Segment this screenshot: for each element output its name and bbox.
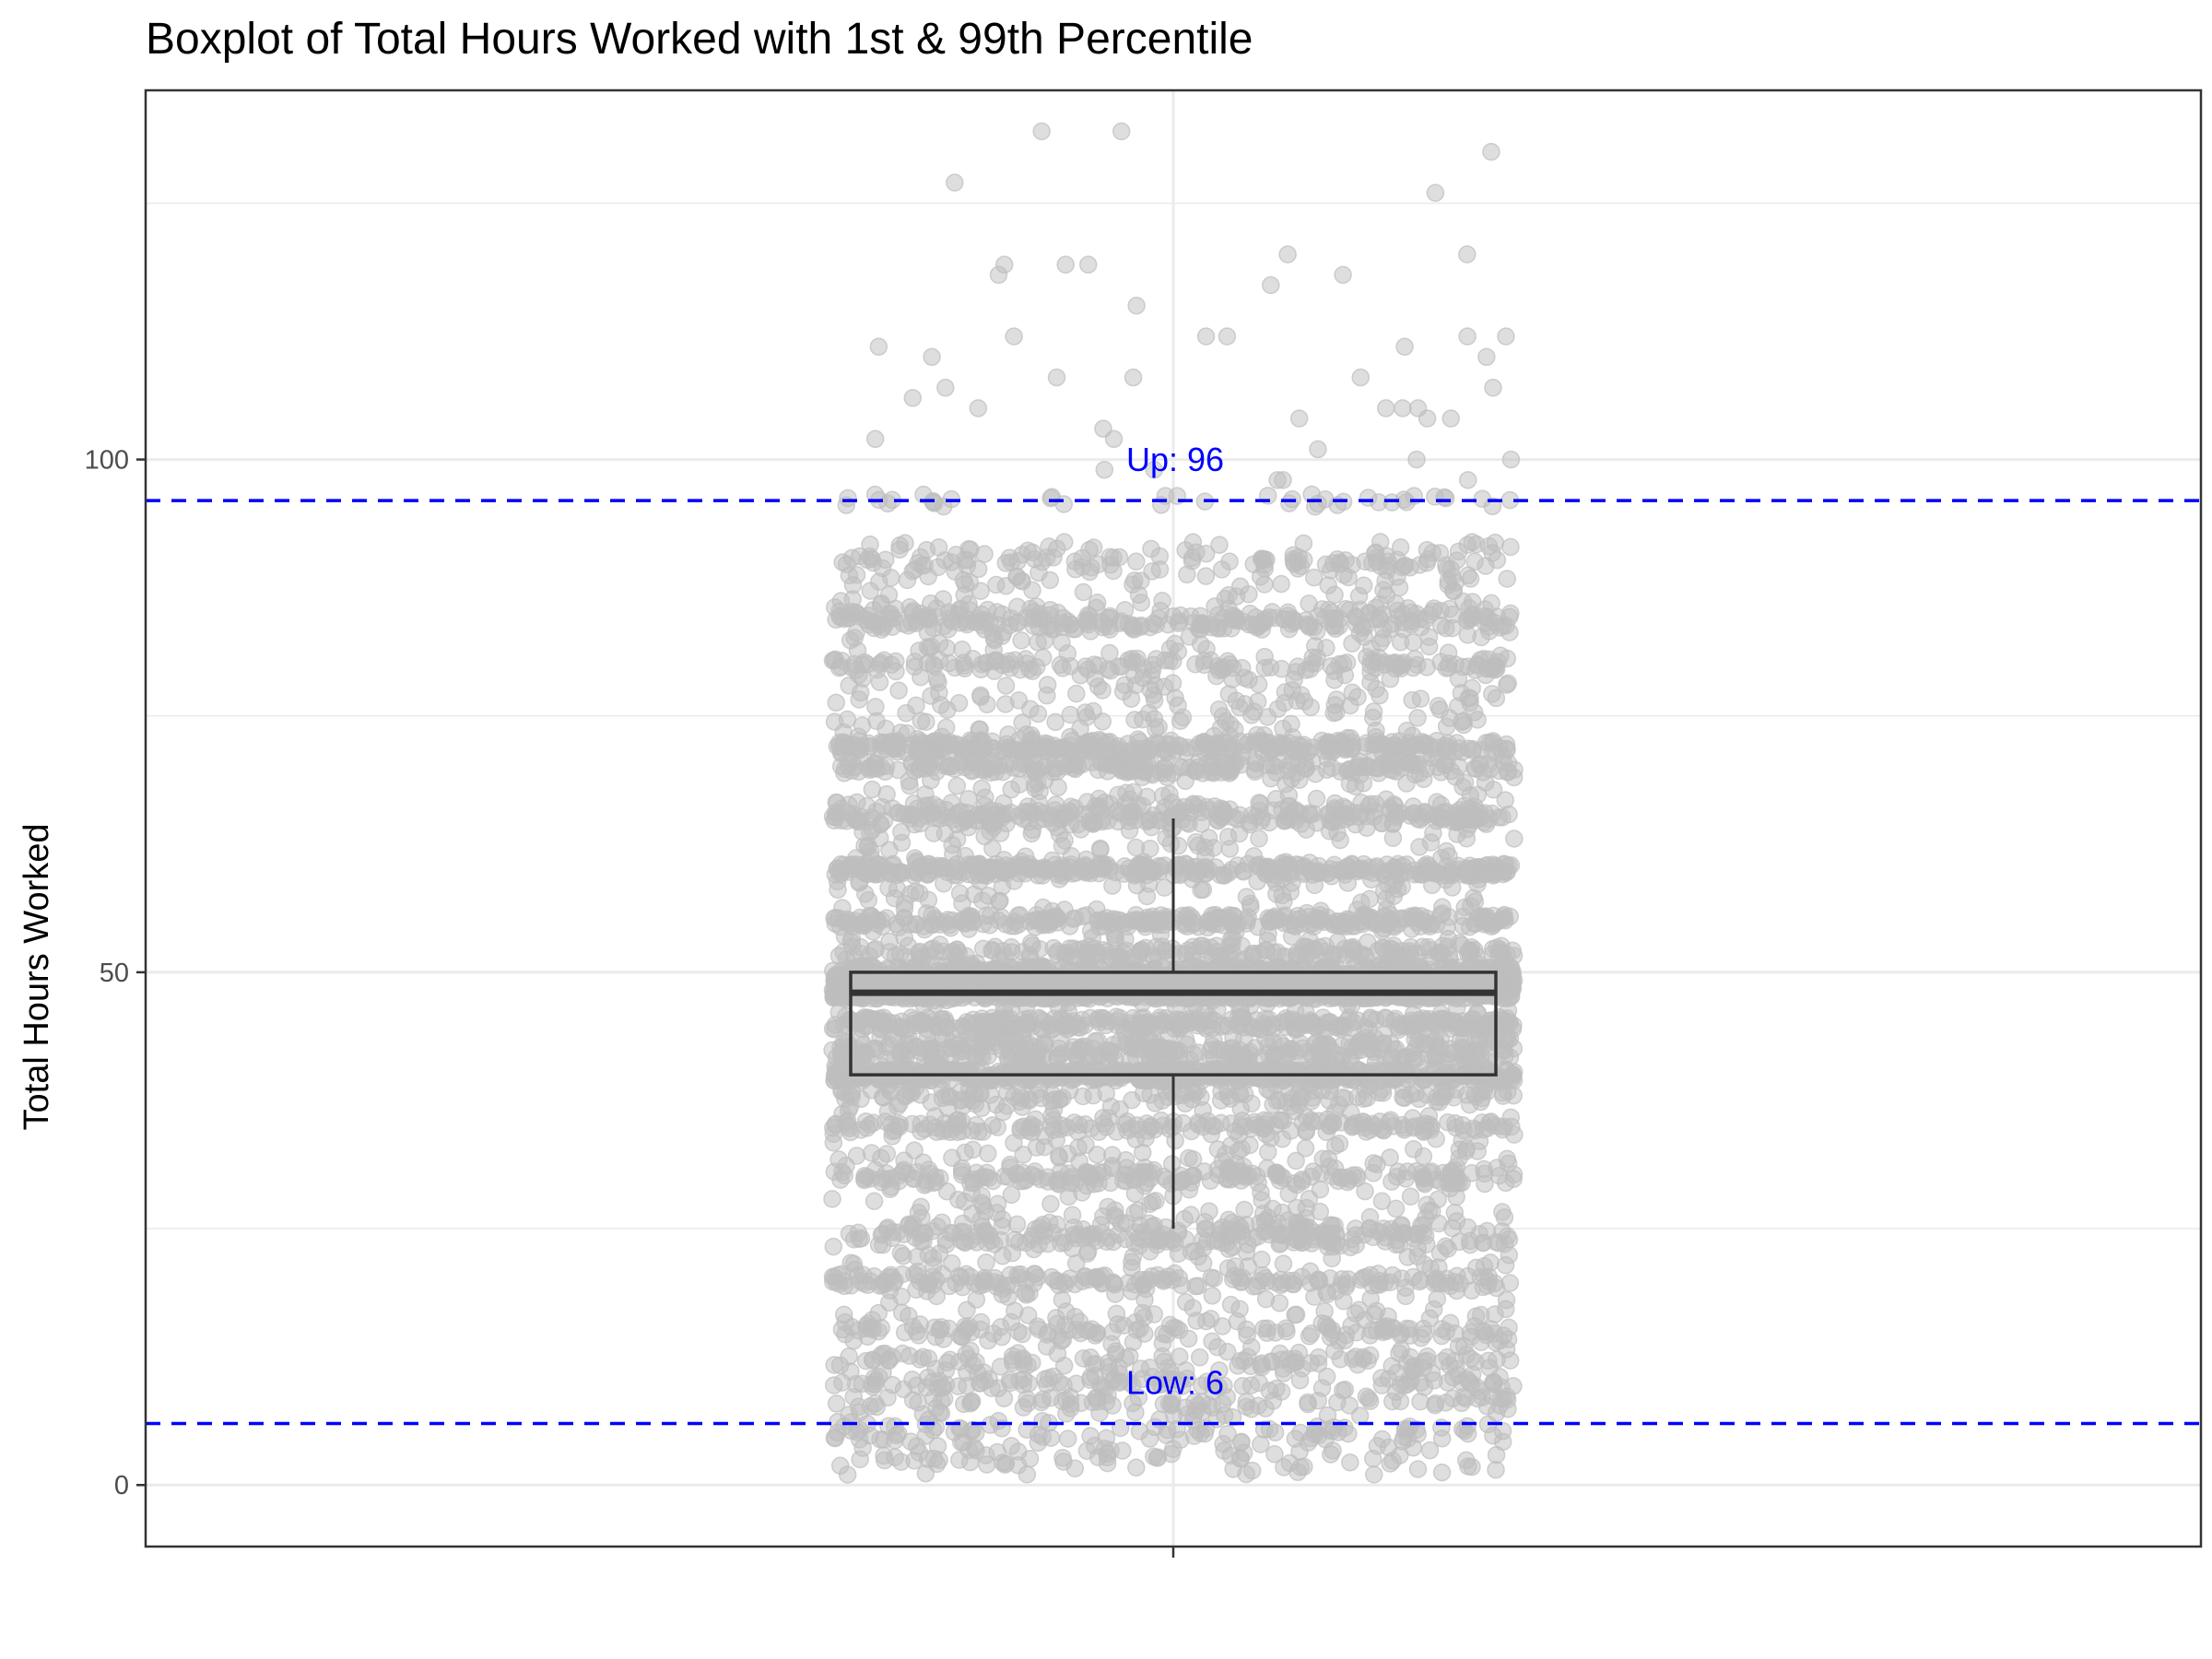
- data-point: [1461, 1235, 1479, 1254]
- jitter-points: [823, 122, 1524, 1484]
- data-point: [1167, 860, 1185, 878]
- data-point: [1305, 1035, 1324, 1053]
- data-point: [1245, 762, 1265, 782]
- data-point: [1453, 916, 1473, 935]
- data-point: [1156, 740, 1174, 759]
- data-point: [865, 754, 884, 773]
- data-point: [1157, 1232, 1175, 1251]
- data-point: [860, 1115, 879, 1135]
- chart-title: Boxplot of Total Hours Worked with 1st &…: [146, 15, 1253, 64]
- data-point: [1255, 1015, 1274, 1033]
- data-point: [1234, 862, 1253, 880]
- data-point: [1318, 1013, 1336, 1031]
